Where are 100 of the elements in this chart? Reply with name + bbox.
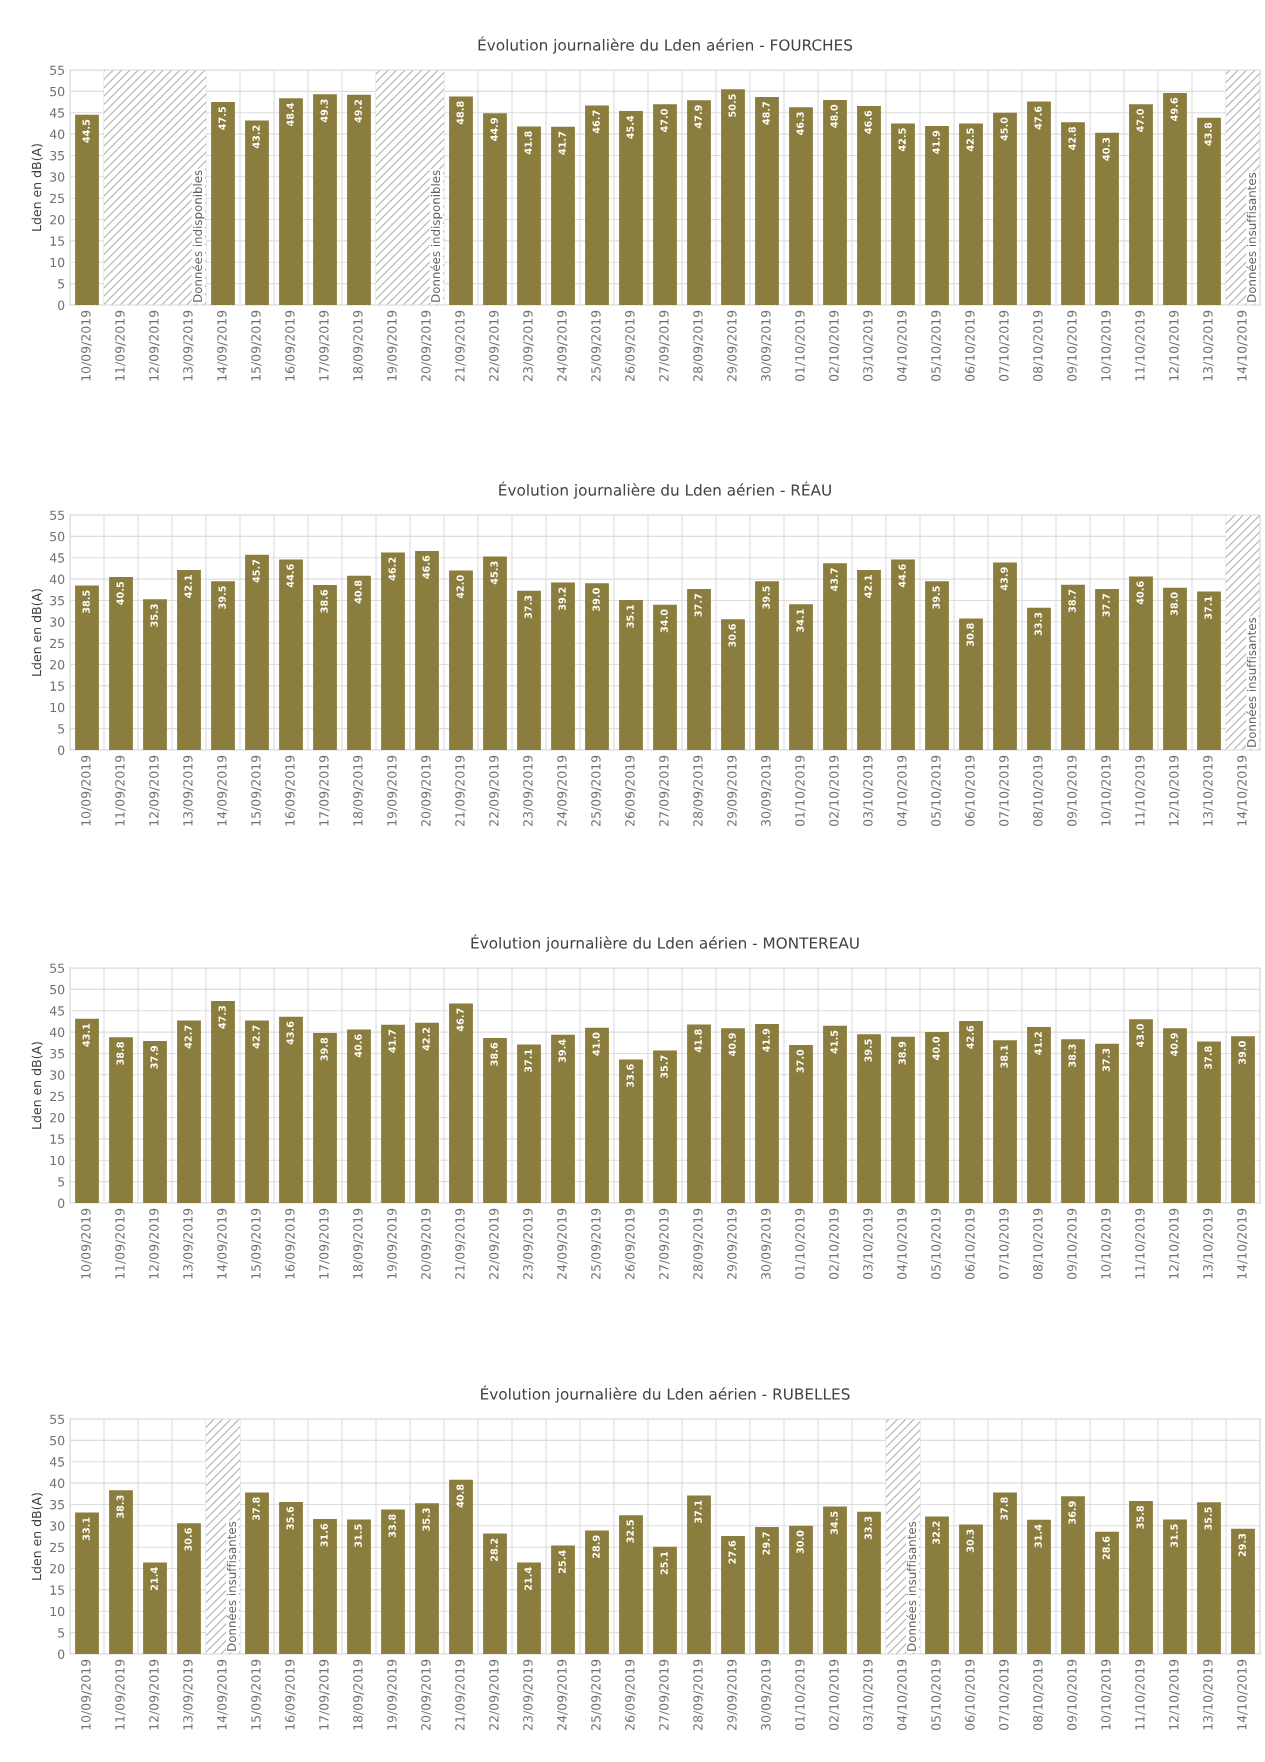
x-tick-label: 12/09/2019	[149, 755, 160, 826]
data-label: 43.7	[830, 568, 838, 592]
bar	[381, 552, 405, 750]
data-label: 47.5	[218, 107, 226, 130]
data-label: 28.6	[1102, 1536, 1110, 1560]
bar	[653, 104, 677, 305]
data-label: 40.3	[1102, 137, 1110, 161]
data-label: 46.7	[456, 1008, 464, 1032]
data-label: 35.8	[1136, 1505, 1144, 1529]
y-axis-title: Lden en dB(A)	[31, 144, 43, 231]
y-tick-label: 15	[50, 681, 65, 691]
data-label: 39.2	[558, 587, 566, 611]
bar	[585, 105, 609, 305]
data-label: 46.6	[422, 555, 430, 579]
x-tick-label: 24/09/2019	[557, 755, 568, 826]
x-tick-label: 12/10/2019	[1169, 310, 1180, 381]
x-tick-label: 30/09/2019	[761, 755, 772, 826]
data-label: 47.0	[1136, 108, 1144, 132]
x-tick-label: 20/09/2019	[421, 755, 432, 826]
data-label: 38.6	[320, 589, 328, 613]
x-tick-label: 04/10/2019	[897, 1659, 908, 1731]
y-tick-label: 40	[49, 574, 65, 585]
x-tick-label: 01/10/2019	[795, 1659, 806, 1731]
data-label: 34.1	[796, 609, 804, 632]
data-label: 37.8	[1000, 1497, 1008, 1521]
data-label: 39.0	[592, 588, 600, 611]
x-tick-label: 11/09/2019	[115, 1208, 126, 1279]
x-tick-label: 13/10/2019	[1203, 755, 1214, 826]
y-tick-label: 45	[49, 1006, 65, 1016]
data-label: 25.1	[660, 1551, 668, 1575]
x-tick-label: 23/09/2019	[523, 310, 534, 381]
bar	[1061, 1039, 1085, 1203]
bar	[823, 1025, 847, 1203]
data-label: 37.3	[524, 595, 532, 619]
data-label: 43.1	[82, 1023, 90, 1047]
band-label: Données insuffisantes	[1246, 172, 1257, 302]
x-tick-label: 07/10/2019	[999, 1659, 1010, 1731]
x-tick-label: 20/09/2019	[421, 1208, 432, 1279]
x-tick-label: 11/10/2019	[1135, 1208, 1146, 1279]
x-tick-label: 21/09/2019	[455, 755, 466, 826]
chart-title: Évolution journalière du Lden aérien - FOURCHES	[478, 36, 853, 54]
bar	[551, 126, 575, 305]
x-tick-label: 07/10/2019	[999, 1208, 1010, 1280]
data-label: 41.8	[524, 131, 532, 155]
bar	[245, 554, 269, 750]
bar	[1129, 104, 1153, 305]
bar	[1129, 1019, 1153, 1203]
y-tick-label: 5	[58, 279, 65, 289]
x-tick-label: 08/10/2019	[1033, 310, 1044, 382]
bar	[1163, 1519, 1187, 1654]
y-axis-title: Lden en dB(A)	[31, 1042, 43, 1129]
bar	[415, 1503, 439, 1654]
y-tick-label: 45	[49, 108, 65, 118]
y-axis-title: Lden en dB(A)	[31, 589, 43, 676]
data-label: 37.7	[694, 593, 702, 617]
x-tick-label: 29/09/2019	[727, 755, 738, 826]
x-tick-label: 03/10/2019	[863, 310, 874, 382]
data-label: 35.3	[150, 604, 158, 627]
band-label: Données indisponibles	[192, 170, 205, 302]
bar	[143, 1041, 167, 1203]
x-tick-label: 30/09/2019	[761, 310, 772, 381]
y-tick-label: 5	[58, 1177, 65, 1187]
x-tick-label: 14/10/2019	[1237, 1659, 1248, 1730]
x-tick-label: 12/10/2019	[1169, 755, 1180, 826]
x-tick-label: 18/09/2019	[353, 1208, 364, 1279]
x-tick-label: 23/09/2019	[523, 755, 534, 826]
bar	[1095, 1531, 1119, 1654]
x-tick-label: 19/09/2019	[387, 1208, 398, 1279]
bar	[109, 576, 133, 750]
bar	[177, 1523, 201, 1654]
data-label: 44.9	[490, 118, 498, 141]
x-tick-label: 25/09/2019	[591, 310, 602, 381]
y-tick-label: 50	[50, 531, 65, 542]
x-tick-label: 23/09/2019	[523, 1208, 534, 1279]
data-label: 46.2	[388, 557, 396, 581]
data-label: 30.0	[796, 1530, 804, 1554]
x-tick-label: 12/09/2019	[149, 1208, 160, 1279]
bar	[959, 618, 983, 750]
data-label: 39.4	[558, 1039, 566, 1063]
x-tick-label: 19/09/2019	[387, 755, 398, 826]
x-tick-label: 19/09/2019	[387, 310, 398, 381]
x-tick-label: 12/09/2019	[149, 1659, 160, 1730]
y-tick-label: 55	[50, 963, 65, 973]
data-label: 41.7	[388, 1029, 396, 1053]
y-tick-label: 35	[50, 150, 65, 161]
y-tick-label: 5	[58, 724, 65, 734]
bar	[415, 550, 439, 750]
bar	[1129, 1501, 1153, 1654]
x-tick-label: 09/10/2019	[1067, 755, 1078, 827]
bar	[619, 1515, 643, 1654]
y-tick-label: 35	[50, 1048, 65, 1059]
bar	[1061, 584, 1085, 750]
band-label: Données insuffisantes	[1246, 617, 1257, 747]
bar	[551, 582, 575, 750]
bar	[891, 1036, 915, 1203]
x-tick-label: 13/10/2019	[1203, 1208, 1214, 1279]
x-tick-label: 26/09/2019	[625, 1208, 636, 1279]
bar	[75, 1018, 99, 1203]
bar	[483, 556, 507, 750]
y-tick-label: 10	[50, 257, 65, 268]
